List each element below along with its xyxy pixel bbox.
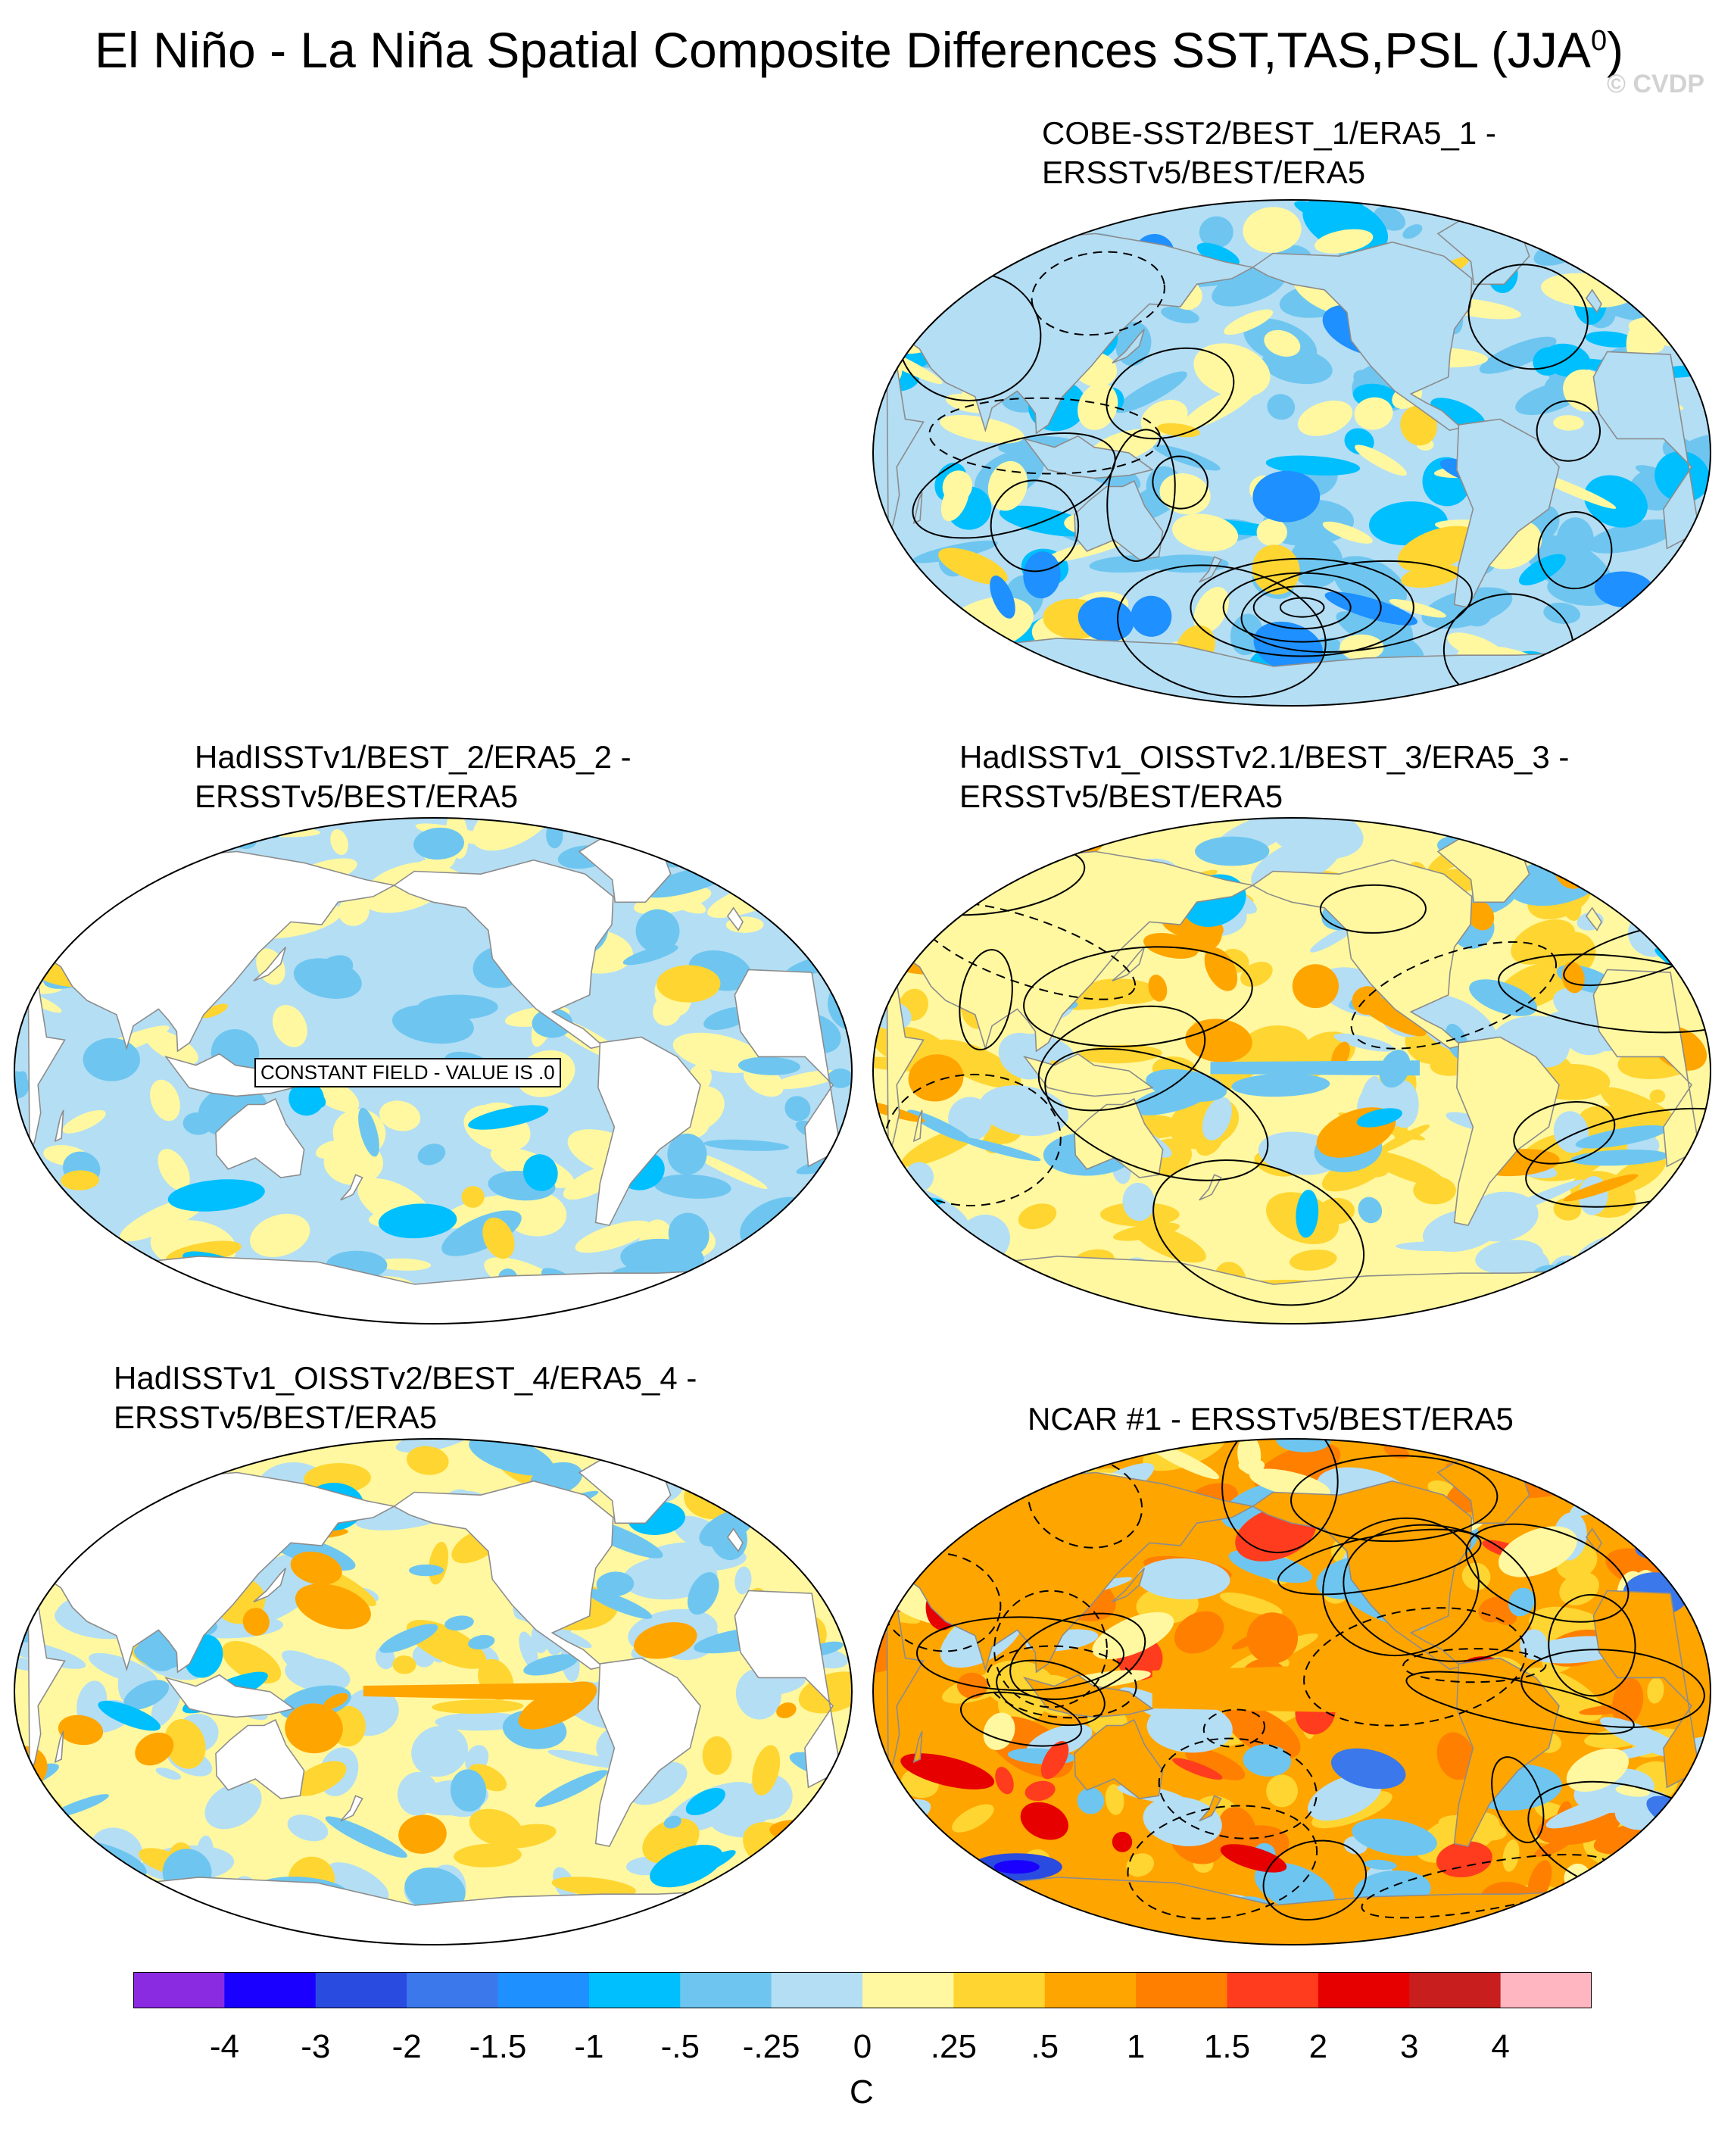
map-outline	[872, 817, 1711, 1324]
panel-title-hadisst-oisst21: HadISSTv1_OISSTv2.1/BEST_3/ERA5_3 - ERSS…	[959, 739, 1570, 814]
world-map-hadisst-oisst2	[14, 1438, 853, 1945]
colorbar-swatch	[224, 1972, 317, 2008]
colorbar-swatch	[953, 1972, 1046, 2008]
sst-field	[873, 200, 1711, 706]
panel-title-hadisst-best2: HadISSTv1/BEST_2/ERA5_2 - ERSSTv5/BEST/E…	[195, 739, 632, 814]
map-outline	[14, 817, 853, 1324]
credit-watermark: © CVDP	[1607, 70, 1704, 98]
colorbar-tick-label: -4	[209, 2028, 239, 2065]
psl-contours	[897, 251, 1613, 704]
colorbar-swatch	[133, 1972, 225, 2008]
map-outline	[14, 1438, 853, 1945]
colorbar-tick-label: .5	[1031, 2028, 1059, 2065]
colorbar-tick-label: -2	[391, 2028, 422, 2065]
colorbar-units: C	[850, 2073, 874, 2111]
psl-contours	[879, 1439, 1711, 1921]
map-panel-cobe	[872, 198, 1712, 707]
world-map-ncar1	[872, 1438, 1711, 1945]
colorbar-swatch	[771, 1972, 863, 2008]
colorbar-swatch	[407, 1972, 499, 2008]
colorbar	[133, 1972, 1592, 2008]
colorbar-swatch	[1044, 1972, 1137, 2008]
map-outline	[872, 199, 1711, 707]
colorbar-tick-label: -1.5	[469, 2028, 527, 2065]
colorbar-swatch	[1500, 1972, 1592, 2008]
colorbar-tick-label: -.5	[660, 2028, 700, 2065]
continents	[886, 837, 1700, 1324]
colorbar-swatch	[862, 1972, 954, 2008]
colorbar-tick-label: 3	[1400, 2028, 1419, 2065]
figure-title: El Niño - La Niña Spatial Composite Diff…	[95, 22, 1624, 78]
map-panel-hadisst-oisst21	[872, 816, 1712, 1325]
panel-title-hadisst-oisst2: HadISSTv1_OISSTv2/BEST_4/ERA5_4 - ERSSTv…	[114, 1360, 697, 1435]
colorbar-tick-label: 0	[853, 2028, 872, 2065]
colorbar-swatch	[1318, 1972, 1410, 2008]
colorbar-tick-label: 2	[1308, 2028, 1328, 2065]
panel-title-cobe: COBE-SST2/BEST_1/ERA5_1 - ERSSTv5/BEST/E…	[1042, 115, 1496, 190]
colorbar-swatch	[315, 1972, 407, 2008]
world-map-hadisst-oisst21	[872, 817, 1711, 1324]
colorbar-swatch	[588, 1972, 681, 2008]
sst-field	[14, 1439, 852, 1945]
map-panel-hadisst-oisst2	[13, 1437, 853, 1946]
colorbar-tick-label: 4	[1491, 2028, 1510, 2065]
constant-field-note: CONSTANT FIELD - VALUE IS .0	[254, 1058, 561, 1087]
map-panel-ncar1	[872, 1437, 1712, 1946]
world-map-cobe	[872, 199, 1711, 707]
colorbar-tick-label: 1	[1126, 2028, 1146, 2065]
colorbar-swatch	[1409, 1972, 1502, 2008]
colorbar-tick-label: .25	[930, 2028, 977, 2065]
colorbar-swatch	[1227, 1972, 1319, 2008]
colorbar-tick-label: -3	[301, 2028, 331, 2065]
colorbar-swatch	[1136, 1972, 1228, 2008]
colorbar-tick-label: -1	[574, 2028, 604, 2065]
colorbar-swatch	[680, 1972, 772, 2008]
colorbar-swatch	[497, 1972, 590, 2008]
sst-field	[873, 1439, 1711, 1945]
panel-title-ncar1: NCAR #1 - ERSSTv5/BEST/ERA5	[1028, 1401, 1514, 1437]
colorbar-tick-label: -.25	[742, 2028, 800, 2065]
sst-field	[873, 818, 1711, 1324]
map-outline	[872, 1438, 1711, 1945]
colorbar-tick-label: 1.5	[1203, 2028, 1251, 2065]
